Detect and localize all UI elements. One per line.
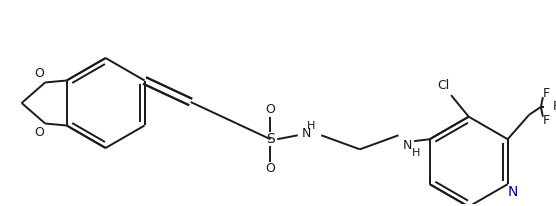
Text: O: O bbox=[265, 162, 275, 175]
Text: H: H bbox=[412, 148, 420, 158]
Text: F: F bbox=[543, 114, 550, 127]
Text: S: S bbox=[266, 132, 275, 146]
Text: N: N bbox=[508, 185, 518, 199]
Text: Cl: Cl bbox=[437, 79, 449, 92]
Text: O: O bbox=[265, 103, 275, 116]
Text: H: H bbox=[307, 121, 316, 131]
Text: F: F bbox=[543, 87, 550, 100]
Text: F: F bbox=[553, 100, 556, 114]
Text: N: N bbox=[302, 127, 311, 140]
Text: O: O bbox=[34, 126, 44, 139]
Text: N: N bbox=[403, 139, 412, 152]
Text: O: O bbox=[34, 67, 44, 80]
